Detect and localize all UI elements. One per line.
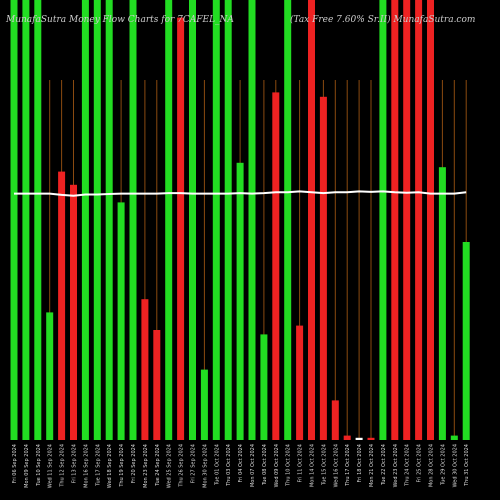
x-tick-label: Mon 16 Sep 2024 [83,444,89,488]
bar [81,0,89,440]
bar [272,92,280,441]
bar [355,437,363,440]
bar [129,0,137,440]
bar [224,0,232,440]
bar [403,0,411,440]
bar [331,400,339,440]
bar [46,312,54,440]
x-tick-label: Thu 03 Oct 2024 [226,444,232,487]
x-tick-label: Fri 25 Oct 2024 [417,444,423,482]
x-tick-label: Thu 17 Oct 2024 [345,444,351,487]
bar [10,0,18,440]
x-tick-label: Tue 17 Sep 2024 [95,444,101,487]
bar [236,162,244,441]
x-tick-label: Tue 24 Sep 2024 [155,444,161,487]
bar [105,0,113,440]
bar [391,0,399,440]
x-tick-label: Fri 13 Sep 2024 [72,444,78,483]
x-tick-label: Thu 31 Oct 2024 [464,444,470,487]
bar [153,330,161,440]
x-tick-label: Wed 30 Oct 2024 [452,444,458,487]
x-tick-label: Tue 15 Oct 2024 [321,444,327,486]
money-flow-line [14,190,467,197]
x-tick-label: Mon 23 Sep 2024 [143,444,149,488]
x-tick-label: Fri 20 Sep 2024 [131,444,137,483]
x-tick-label: Fri 27 Sep 2024 [191,444,197,483]
x-tick-label: Thu 10 Oct 2024 [286,444,292,487]
x-tick-label: Thu 12 Sep 2024 [60,444,66,488]
x-tick-label: Fri 11 Oct 2024 [298,444,304,482]
x-tick-label: Tue 29 Oct 2024 [440,444,446,486]
x-tick-label: Fri 04 Oct 2024 [238,444,244,482]
x-tick-label: Tue 10 Sep 2024 [36,444,42,487]
bar [200,369,208,440]
bar [248,0,256,440]
x-tick-label: Tue 22 Oct 2024 [381,444,387,486]
bar [70,184,77,440]
bar [141,299,149,440]
bar [58,171,66,440]
bar [284,0,292,440]
chart-subtitle: (Tax Free 7.60% Sr.II) MunafaSutra.com [290,14,475,25]
bar [450,435,458,440]
bar [260,334,268,440]
bar [93,0,101,440]
bar [117,202,125,440]
x-tick-label: Fri 18 Oct 2024 [357,444,363,482]
x-tick-label: Fri 06 Sep 2024 [12,444,18,483]
bar [343,435,351,440]
x-tick-label: Mon 30 Sep 2024 [202,444,208,488]
x-tick-label: Thu 24 Oct 2024 [405,444,411,487]
bar [462,242,470,440]
x-tick-label: Thu 26 Sep 2024 [179,444,185,488]
bar [177,17,185,440]
x-tick-label: Thu 19 Sep 2024 [119,444,125,488]
bar [22,0,30,440]
bar [212,0,220,440]
bar [415,0,423,440]
x-tick-label: Tue 01 Oct 2024 [214,444,220,486]
x-tick-label: Mon 21 Oct 2024 [369,444,375,487]
x-tick-label: Wed 09 Oct 2024 [274,444,280,487]
bar [34,0,42,440]
bar [438,167,446,440]
bar [189,0,196,440]
x-tick-label: Wed 16 Oct 2024 [333,444,339,487]
x-tick-label: Wed 25 Sep 2024 [167,444,173,488]
bar [296,325,304,440]
x-tick-label: Wed 18 Sep 2024 [107,444,113,488]
x-tick-label: Mon 09 Sep 2024 [24,444,30,488]
x-tick-label: Mon 14 Oct 2024 [310,444,316,487]
x-tick-label: Mon 28 Oct 2024 [429,444,435,487]
bar [379,0,387,440]
bar [367,437,375,440]
x-tick-label: Tue 08 Oct 2024 [262,444,268,486]
bar [319,96,327,441]
bar [427,0,434,440]
x-tick-label: Wed 23 Oct 2024 [393,444,399,487]
bar [308,0,315,440]
x-tick-label: Mon 07 Oct 2024 [250,444,256,487]
chart-title: MunafaSutra Money Flow Charts for 7CAFEL… [5,15,234,25]
bars [10,0,470,441]
bar [165,0,173,440]
x-tick-label: Wed 11 Sep 2024 [48,444,54,488]
